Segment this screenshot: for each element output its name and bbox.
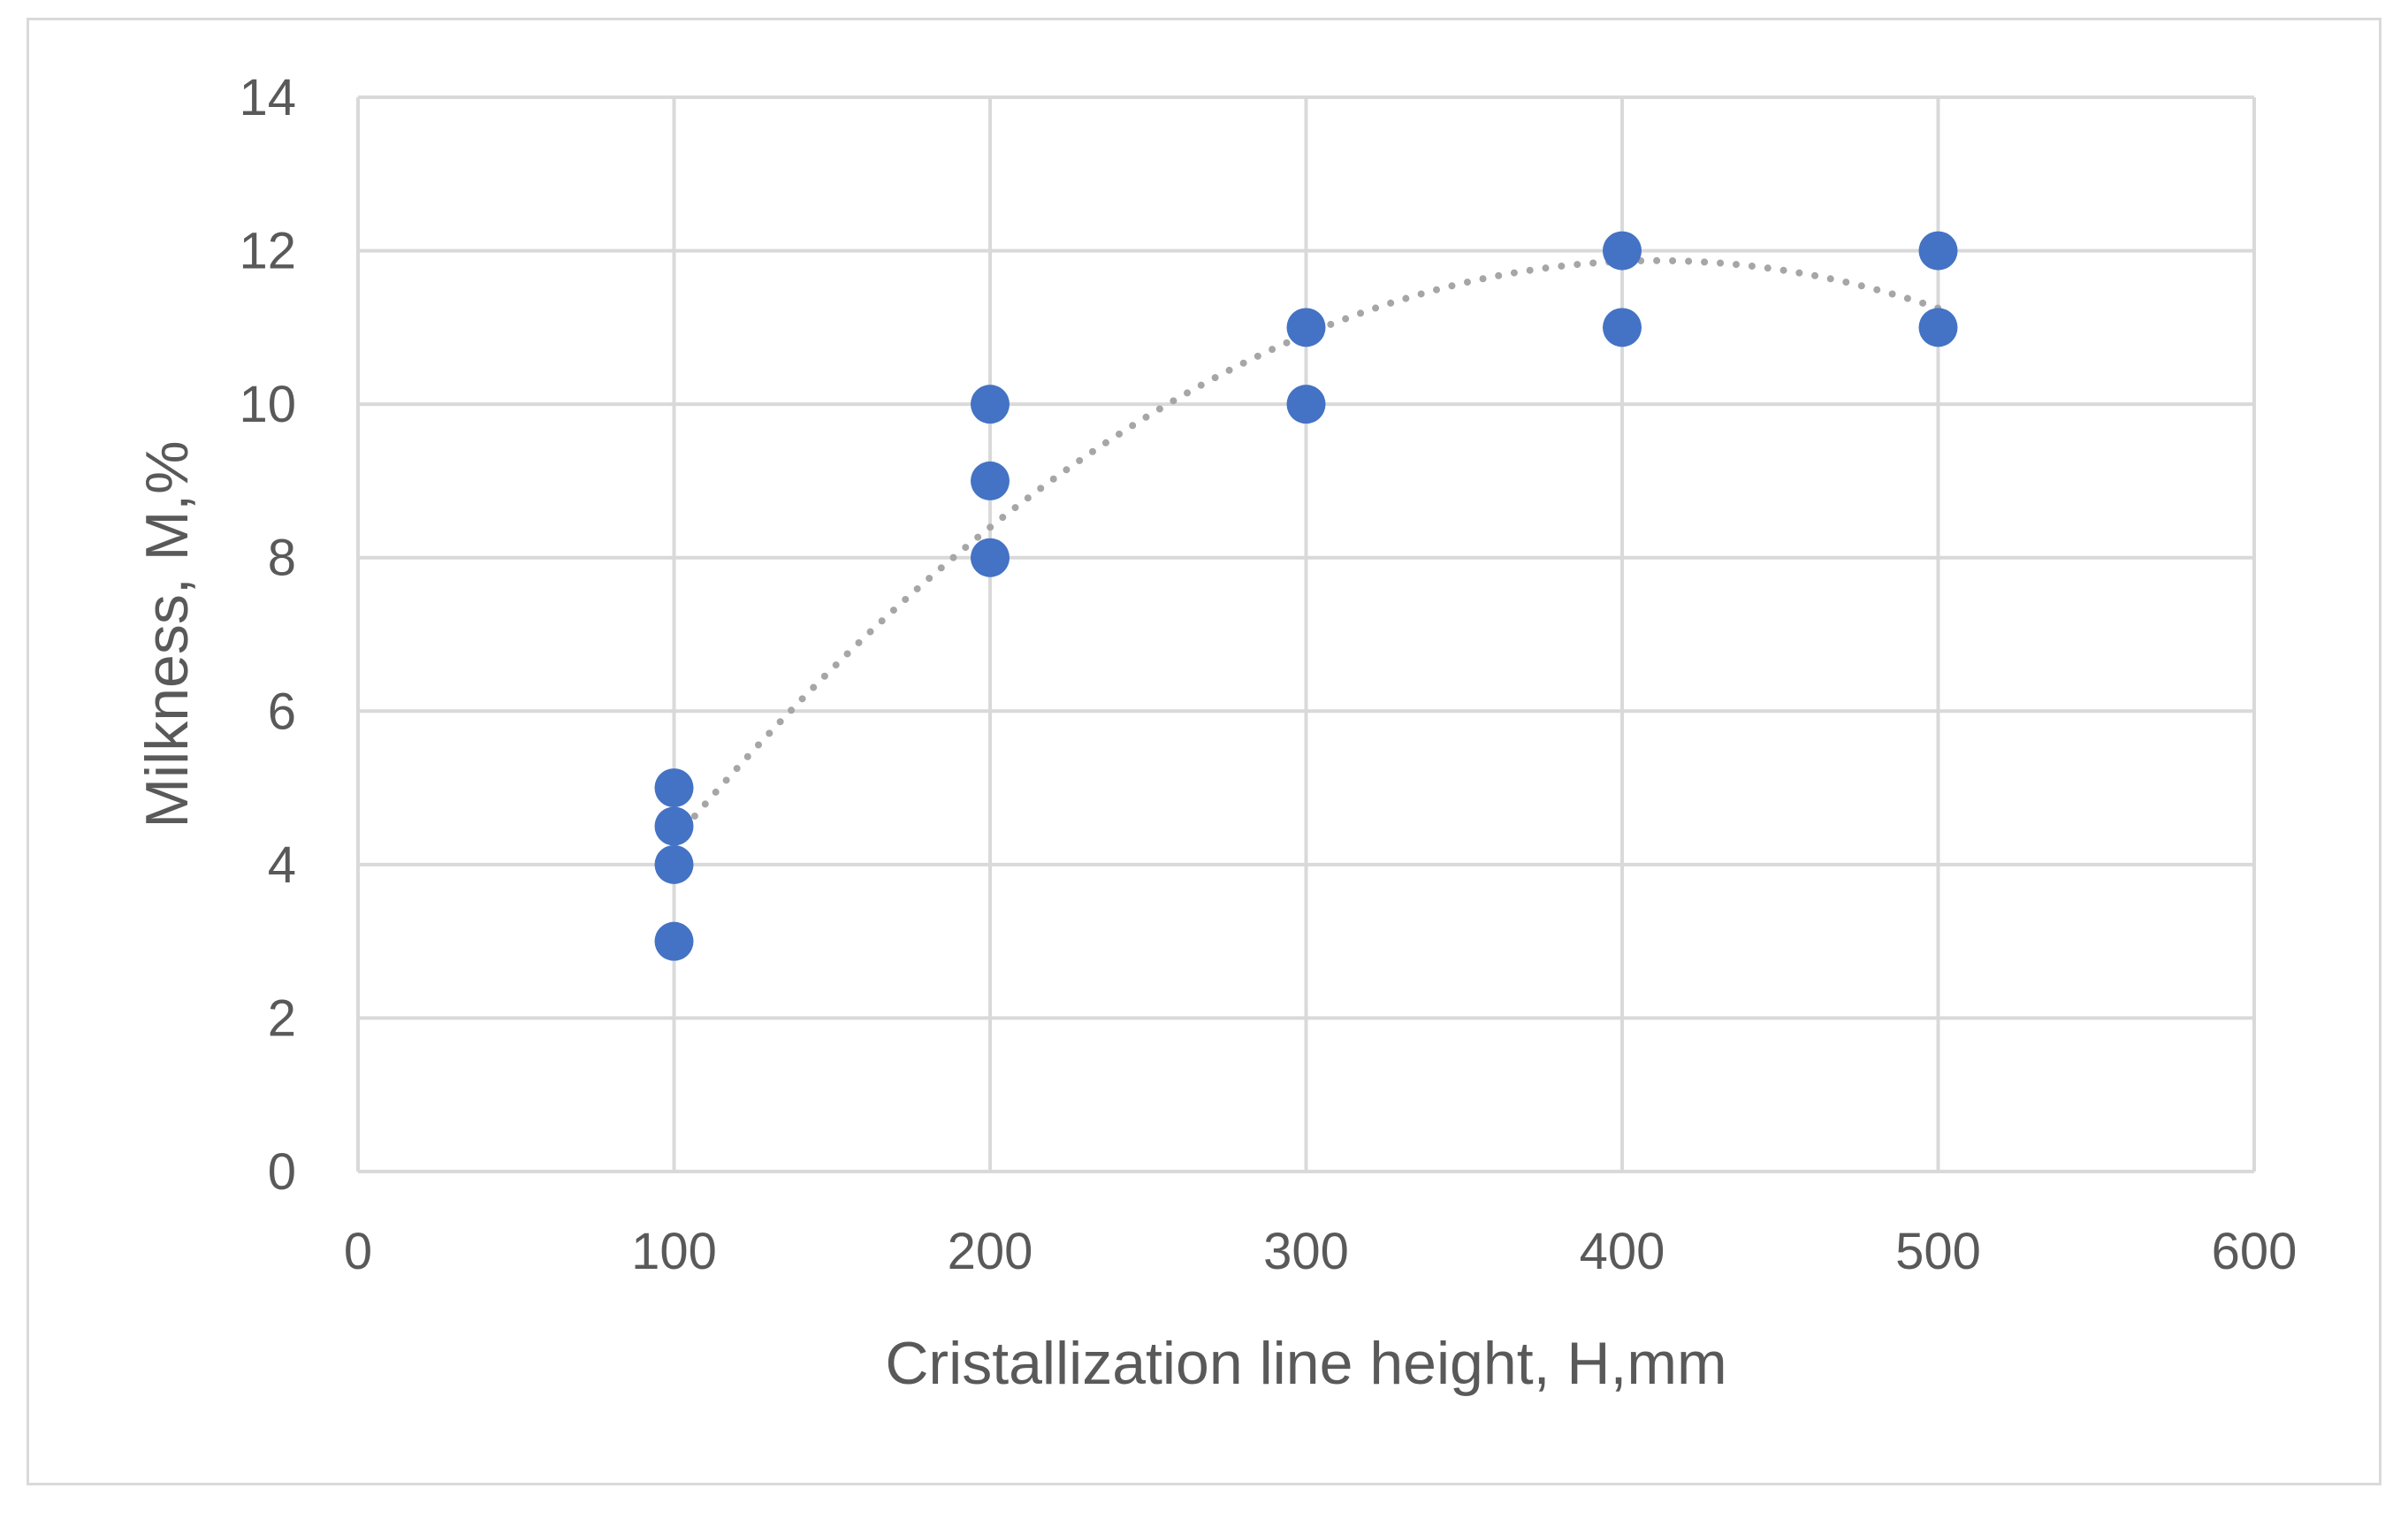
axes [356, 97, 2254, 1173]
y-tick-label: 2 [268, 989, 296, 1047]
y-tick-label: 10 [239, 376, 296, 433]
data-point [971, 461, 1010, 500]
data-point [971, 385, 1010, 424]
data-point [654, 806, 694, 846]
x-tick-label: 500 [1895, 1223, 1981, 1280]
data-point [1918, 308, 1958, 347]
data-points [654, 231, 1958, 961]
data-point [1286, 308, 1326, 347]
data-point [654, 768, 694, 808]
data-point [654, 844, 694, 884]
data-point [1286, 385, 1326, 424]
y-tick-label: 8 [268, 530, 296, 587]
y-tick-label: 14 [239, 69, 296, 126]
gridlines [358, 95, 2256, 1172]
y-tick-label: 12 [239, 223, 296, 280]
data-point [1603, 308, 1642, 347]
x-tick-label: 600 [2212, 1223, 2298, 1280]
x-tick-label: 300 [1263, 1223, 1349, 1280]
chart-frame [27, 18, 2381, 1485]
x-tick-label: 200 [948, 1223, 1033, 1280]
x-tick-label: 100 [631, 1223, 717, 1280]
y-tick-labels: 0 2 4 6 8 10 12 14 [239, 69, 296, 1201]
data-point [654, 921, 694, 961]
x-axis-title: Cristallization line height, H,mm [885, 1330, 1726, 1397]
y-tick-label: 4 [268, 836, 296, 894]
x-tick-labels: 0 100 200 300 400 500 600 [344, 1223, 2298, 1280]
data-point [1603, 231, 1642, 271]
data-point [1918, 231, 1958, 271]
y-tick-label: 6 [268, 683, 296, 740]
data-point [971, 538, 1010, 577]
y-axis-title: Milkness, M,% [133, 440, 201, 828]
x-tick-label: 400 [1580, 1223, 1665, 1280]
y-tick-label: 0 [268, 1143, 296, 1201]
x-tick-label: 0 [344, 1223, 372, 1280]
